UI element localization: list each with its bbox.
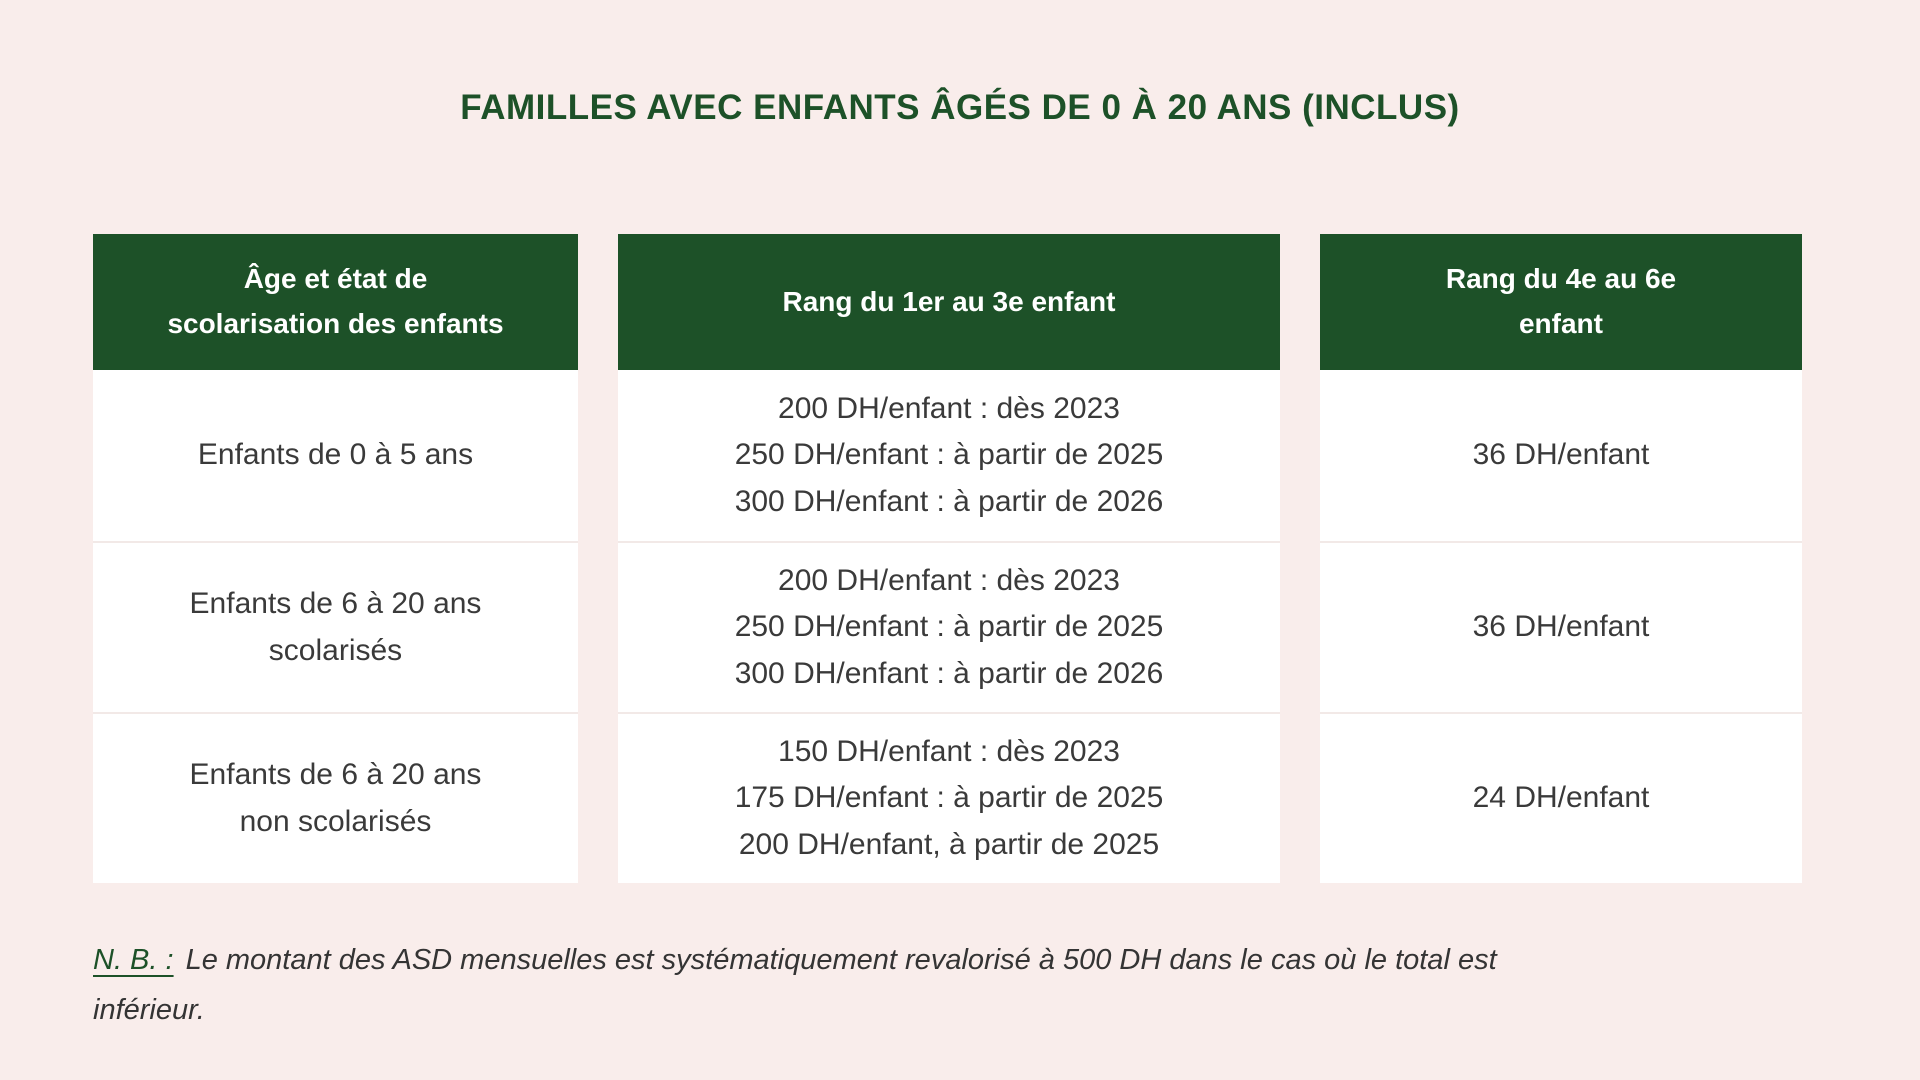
column-body: 200 DH/enfant : dès 2023 250 DH/enfant :…: [618, 370, 1280, 883]
column-header-rang-1-3: Rang du 1er au 3e enfant: [618, 234, 1280, 370]
note: N. B. : Le montant des ASD mensuelles est…: [93, 935, 1553, 1035]
table-cell-rang-1-3-row-1: 200 DH/enfant : dès 2023 250 DH/enfant :…: [734, 391, 1164, 518]
allowance-table: Âge et état de scolarisation des enfants…: [93, 234, 1802, 883]
column-age-scolarisation: Âge et état de scolarisation des enfants…: [93, 234, 578, 883]
note-text: Le montant des ASD mensuelles est systém…: [93, 944, 1497, 1026]
column-rang-1-3: Rang du 1er au 3e enfant 200 DH/enfant :…: [618, 234, 1280, 883]
column-body: Enfants de 0 à 5 ans Enfants de 6 à 20 a…: [93, 370, 578, 883]
column-header-age-scolarisation: Âge et état de scolarisation des enfants: [93, 234, 578, 370]
table-cell-age-row-2: Enfants de 6 à 20 ans scolarisés: [93, 541, 578, 712]
page-title: FAMILLES AVEC ENFANTS ÂGÉS DE 0 À 20 ANS…: [460, 88, 1460, 127]
table-cell-rang-1-3-row-3: 150 DH/enfant : dès 2023 175 DH/enfant :…: [618, 712, 1280, 883]
table-cell-age-row-1: Enfants de 0 à 5 ans: [197, 438, 474, 472]
table-cell-rang-1-3-row-2: 200 DH/enfant : dès 2023 250 DH/enfant :…: [618, 541, 1280, 712]
column-rang-4-6: Rang du 4e au 6e enfant 36 DH/enfant 36 …: [1320, 234, 1802, 883]
table-cell-age-row-3: Enfants de 6 à 20 ans non scolarisés: [93, 712, 578, 883]
table-cell-rang-4-6-row-3: 24 DH/enfant: [1320, 712, 1802, 883]
column-header-rang-4-6: Rang du 4e au 6e enfant: [1320, 234, 1802, 370]
column-body: 36 DH/enfant 36 DH/enfant 24 DH/enfant: [1320, 370, 1802, 883]
table-cell-rang-4-6-row-1: 36 DH/enfant: [1472, 438, 1650, 472]
note-label: N. B. :: [93, 944, 174, 976]
table-cell-rang-4-6-row-2: 36 DH/enfant: [1320, 541, 1802, 712]
